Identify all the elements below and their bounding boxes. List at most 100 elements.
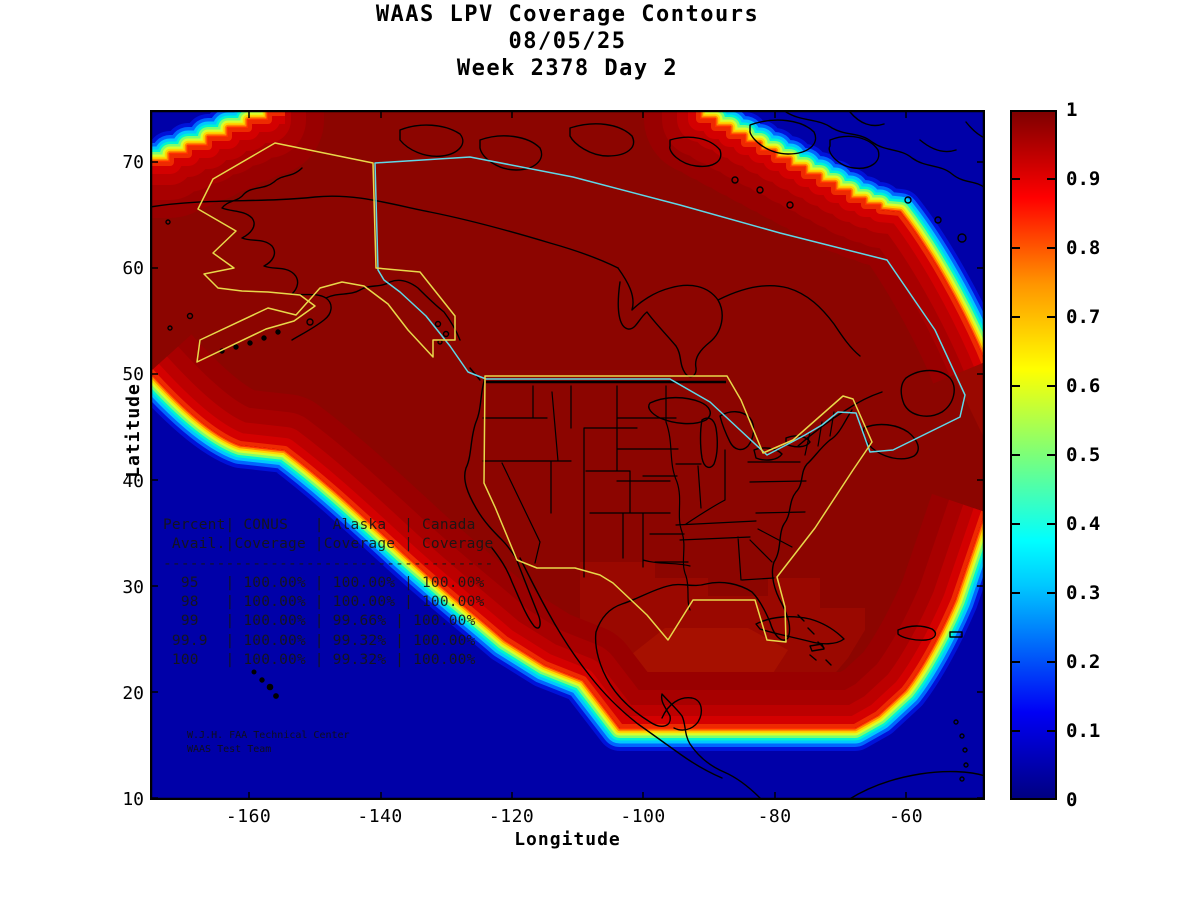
antilles-island [959,776,965,782]
baffin-islet [957,233,967,243]
colorbar-tick-mark [1047,316,1055,318]
antilles-island [962,747,968,753]
lake-superior [648,396,711,425]
colorbar-tick-mark [1047,454,1055,456]
y-axis-label: Latitude [122,383,144,478]
bering-island [167,325,173,331]
bering-island [165,219,171,225]
colorbar-tick-label: 1 [1066,99,1078,121]
state-borders [482,385,835,611]
arctic-island [669,136,722,168]
colorbar-tick-mark [1012,523,1020,525]
colorbar-tick-label: 0.9 [1066,168,1101,190]
hawaii-island [266,683,274,691]
newfoundland-island [900,369,955,417]
map-plot-area [150,110,985,800]
y-tick-label: 20 [122,682,144,704]
y-tick-label: 10 [122,789,144,810]
antilles-island [959,733,965,739]
lake-erie [753,447,783,461]
hawaii-island [259,677,265,683]
plot-frame [150,110,985,800]
nova-scotia [862,423,919,460]
baffin-islet [904,196,912,204]
lake-huron [719,411,755,451]
arctic-islet [731,176,739,184]
hudson-bay-coastline [617,267,723,378]
y-tick-label: 30 [122,576,144,598]
south-america-coast [847,770,985,800]
alaska-outline [196,142,456,363]
lake-michigan [699,417,719,469]
plot-title-block: WAAS LPV Coverage Contours 08/05/25 Week… [150,1,985,82]
cuba [755,616,845,645]
colorbar-tick-label: 0 [1066,789,1078,811]
hawaii-island [273,693,279,699]
jamaica [809,643,825,652]
x-tick-label: -100 [620,806,666,827]
greenland-coastline [785,111,985,189]
y-tick-label: 60 [122,258,144,280]
arctic-island [828,135,880,169]
labrador-coastline [717,285,861,357]
kodiak-island [306,318,314,326]
plot-date: 08/05/25 [508,29,627,54]
colorbar-tick-mark [1047,247,1055,249]
credit-text: W.J.H. FAA Technical Center WAAS Test Te… [187,730,350,755]
aleutian-island [275,329,281,335]
hawaii-island [251,669,257,675]
colorbar-tick-mark [1047,592,1055,594]
lake-ontario [785,435,811,448]
aleutian-island [233,344,239,350]
colorbar-tick-label: 0.4 [1066,513,1101,535]
x-tick-label: -160 [225,806,272,827]
colorbar-tick-mark [1012,385,1020,387]
colorbar-tick-mark [1012,730,1020,732]
colorbar-tick-mark [1047,730,1055,732]
colorbar-tick-mark [1012,178,1020,180]
bering-island [186,312,194,320]
canada-outline [374,156,966,456]
colorbar-tick-mark [1012,454,1020,456]
colorbar-tick-label: 0.2 [1066,651,1101,673]
arctic-island [749,119,817,155]
alaska-south-coast [325,279,461,341]
hispaniola [897,625,937,641]
plot-title: WAAS LPV Coverage Contours [375,2,760,27]
puerto-rico [949,631,963,638]
antilles-island [953,719,959,725]
arctic-island [569,123,635,157]
x-tick-label: -140 [357,806,403,827]
colorbar-tick-mark [1012,661,1020,663]
colorbar-tick-label: 0.5 [1066,444,1101,466]
axis-tick-marks [150,110,985,800]
colorbar-tick-mark [1012,592,1020,594]
st-lawrence-river [797,391,883,447]
bahamas [797,614,832,666]
x-tick-label: -60 [889,806,924,827]
arctic-islet [786,201,794,209]
colorbar-tick-label: 0.8 [1066,237,1101,259]
arctic-island [399,124,464,157]
baffin-islet [934,216,942,224]
x-tick-label: -120 [488,806,535,827]
arctic-islet [756,186,764,194]
colorbar-tick-mark [1047,523,1055,525]
coverage-statistics-table: Percent| CONUS | Alaska | Canada Avail.|… [163,517,494,669]
colorbar-tick-mark [1047,385,1055,387]
aleutian-island [247,340,253,346]
x-tick-label: -80 [757,806,792,827]
colorbar-tick-mark [1047,661,1055,663]
x-axis-label: Longitude [514,829,621,850]
colorbar-tick-label: 0.1 [1066,720,1101,742]
colorbar-tick-label: 0.3 [1066,582,1101,604]
mexico-pacific-coast [519,557,723,779]
yucatan-peninsula [661,697,703,731]
panhandle-island [442,330,450,338]
colorbar-tick-mark [1012,316,1020,318]
y-tick-label: 70 [122,152,144,174]
y-tick-label: 40 [122,470,144,492]
west-coast [464,377,541,629]
y-tick-label: 50 [122,364,144,386]
